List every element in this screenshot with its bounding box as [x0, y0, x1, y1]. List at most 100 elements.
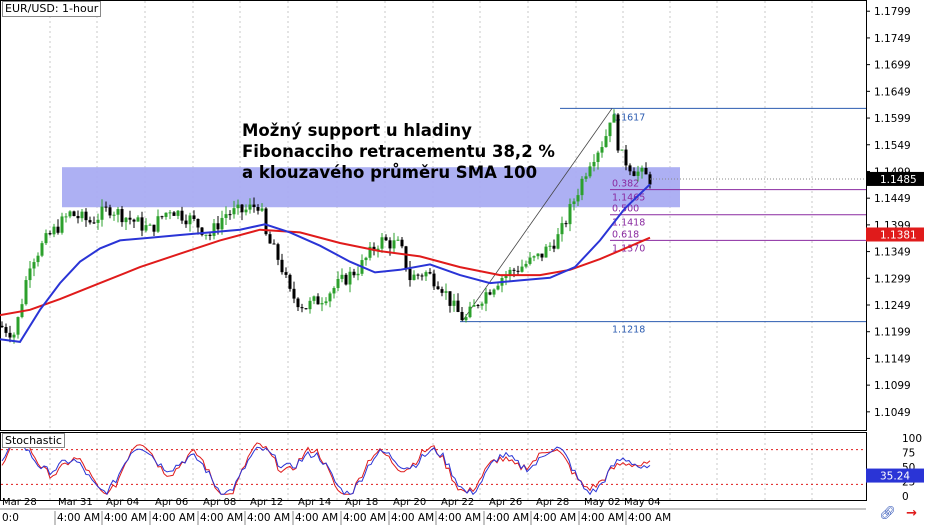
price-tick-label: 1.1099: [874, 380, 911, 392]
candle-body: [172, 212, 176, 216]
candle-body: [60, 216, 64, 233]
stochastic-value-marker: [866, 468, 924, 483]
candle-body: [156, 216, 160, 232]
candle-body: [356, 273, 360, 276]
fib-high-label: 1.1617: [612, 112, 645, 123]
fib-trend-line: [461, 108, 613, 322]
candle-body: [44, 233, 48, 244]
candle-body: [632, 171, 636, 176]
annotation-line-1: Možný support u hladiny: [242, 121, 472, 140]
candle-body: [624, 149, 628, 166]
candle-body: [580, 178, 584, 196]
candle-body: [456, 300, 460, 312]
time-label: 4:00 AM: [438, 512, 481, 524]
candle-body: [228, 214, 232, 216]
candle-body: [292, 288, 296, 299]
candle-body: [508, 269, 512, 276]
stochastic-tick-label: 75: [902, 448, 915, 460]
candle-body: [272, 243, 276, 245]
candle-body: [144, 225, 148, 231]
candle-body: [476, 304, 480, 306]
candle-body: [608, 122, 612, 137]
candle-body: [588, 166, 592, 177]
candle-body: [440, 289, 444, 293]
price-tick-label: 1.1649: [874, 86, 911, 98]
candle-body: [208, 234, 212, 236]
fib-level-ratio: 0.500: [612, 204, 639, 215]
candle-body: [84, 211, 88, 221]
candle-body: [304, 308, 308, 310]
link-icon[interactable]: 🔗︎: [879, 506, 896, 521]
candle-body: [336, 278, 340, 289]
stochastic-label: Stochastic: [2, 433, 65, 448]
candle-body: [344, 274, 348, 285]
candle-body: [116, 209, 120, 215]
arrow-right-icon[interactable]: →: [906, 506, 917, 521]
candle-body: [480, 303, 484, 306]
price-tick-label: 1.1549: [874, 140, 911, 152]
price-tick-label: 1.1799: [874, 6, 911, 18]
candle-body: [184, 220, 188, 225]
time-label: 4:00 AM: [391, 512, 434, 524]
candle-body: [80, 211, 84, 219]
candle-body: [296, 298, 300, 308]
candle-body: [420, 275, 424, 277]
candle-body: [600, 147, 604, 153]
candle-body: [136, 217, 140, 222]
candle-body: [40, 243, 44, 256]
candle-body: [512, 269, 516, 271]
candle-body: [504, 275, 508, 279]
date-label: Apr 20: [393, 497, 426, 508]
candle-body: [332, 288, 336, 294]
candle-body: [132, 219, 136, 222]
candle-body: [524, 263, 528, 267]
candle-body: [584, 176, 588, 179]
current-price-marker: [866, 171, 924, 186]
candle-body: [484, 292, 488, 304]
candle-body: [612, 114, 616, 123]
candle-body: [308, 300, 312, 310]
candle-body: [148, 224, 152, 226]
candle-body: [224, 214, 228, 218]
time-label: 4:00 AM: [200, 512, 243, 524]
candle-body: [404, 246, 408, 269]
candle-body: [432, 273, 436, 287]
price-tick-label: 1.1449: [874, 193, 911, 205]
candle-body: [180, 210, 184, 221]
price-tick-label: 1.1199: [874, 327, 911, 339]
candle-body: [128, 217, 132, 220]
price-tick-label: 1.1049: [874, 407, 911, 419]
candle-body: [548, 245, 552, 247]
date-label: Apr 14: [298, 497, 331, 508]
candle-body: [28, 268, 32, 281]
stochastic-k-line: [1, 441, 651, 496]
time-label: 4:00 AM: [343, 512, 386, 524]
price-tick-label: 1.1149: [874, 353, 911, 365]
candle-body: [216, 223, 220, 230]
date-label: Apr 06: [155, 497, 188, 508]
candle-body: [12, 334, 16, 338]
candle-body: [596, 152, 600, 162]
candle-body: [68, 211, 72, 217]
candle-body: [436, 286, 440, 290]
candle-body: [552, 245, 556, 249]
candle-body: [372, 246, 376, 251]
candle-body: [540, 253, 544, 258]
candle-body: [108, 207, 112, 216]
candle-body: [604, 136, 608, 148]
fib-level-price: 1.1418: [612, 218, 645, 229]
candle-body: [516, 270, 520, 272]
candle-body: [424, 272, 428, 277]
candle-body: [392, 240, 396, 249]
candle-body: [628, 165, 632, 172]
candle-body: [280, 259, 284, 273]
candle-body: [324, 301, 328, 304]
candle-body: [460, 311, 464, 321]
candle-body: [200, 227, 204, 235]
sma-blue-line: [0, 183, 651, 343]
candle-body: [464, 317, 468, 321]
sma-value-marker: [866, 227, 924, 242]
candle-body: [564, 223, 568, 225]
candle-body: [636, 171, 640, 176]
